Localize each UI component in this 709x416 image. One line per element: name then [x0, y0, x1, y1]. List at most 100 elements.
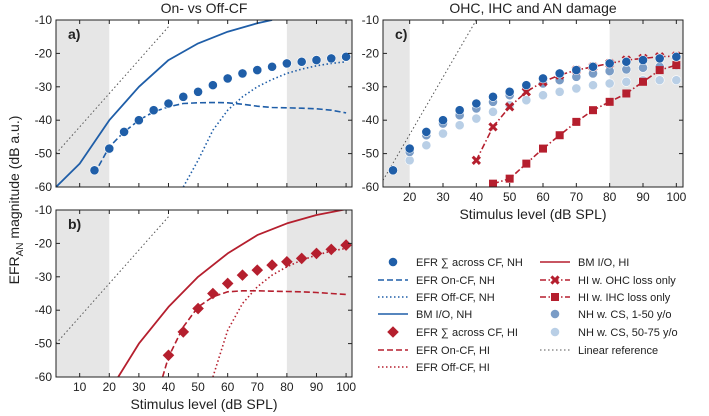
legend-marker-square — [551, 293, 559, 301]
point-nh-w-cs-50-75-y-o-45 — [488, 106, 498, 117]
point-efr-across-cf-nh-55 — [521, 80, 532, 91]
x-tick-label: 50 — [503, 190, 517, 204]
x-tick-label: 90 — [636, 190, 650, 204]
point-efr-across-cf-nh-15 — [388, 165, 398, 176]
point-efr-across-cf-nh-25 — [421, 126, 432, 137]
axes-frame — [55, 209, 353, 378]
point-efr-across-cf-hi-65 — [236, 269, 249, 281]
point-nh-w-cs-50-75-y-o-75 — [588, 80, 598, 91]
legend-label: EFR ∑ across CF, NH — [416, 257, 523, 269]
legend-marker-diamond — [387, 326, 399, 338]
point-efr-across-cf-nh-50 — [193, 86, 203, 97]
legend-label: HI w. OHC loss only — [578, 275, 676, 287]
line-efr-off-cf-nh — [182, 61, 347, 187]
legend-label: Linear reference — [578, 345, 658, 357]
legend-item-nh-w-cs-1-50-y-o: NH w. CS, 1-50 y/o — [550, 309, 672, 321]
point-efr-across-cf-nh-15 — [89, 165, 100, 176]
point-nh-w-cs-50-75-y-o-85 — [621, 76, 632, 87]
panel-label: c) — [395, 26, 407, 42]
y-axis-label: EFRAN magnitude (dB a.u.) — [6, 116, 26, 285]
legend-item-nh-w-cs-50-75-y-o: NH w. CS, 50-75 y/o — [550, 327, 678, 339]
series-linear-reference — [56, 26, 169, 154]
line-linear-reference — [383, 20, 477, 181]
y-tick-label: -20 — [362, 46, 380, 60]
panel-label: a) — [68, 26, 80, 42]
point-efr-across-cf-hi-40 — [162, 349, 175, 362]
point-hi-w-ihc-loss-only-70 — [572, 117, 581, 126]
point-nh-w-cs-50-75-y-o-95 — [654, 75, 665, 86]
legend-item-efr-across-cf-hi: EFR ∑ across CF, HI — [387, 326, 518, 339]
point-nh-w-cs-50-75-y-o-55 — [521, 95, 532, 106]
point-efr-across-cf-nh-80 — [281, 58, 292, 69]
x-tick-label: 90 — [310, 380, 324, 394]
x-tick-label: 100 — [336, 380, 356, 394]
point-efr-across-cf-nh-65 — [554, 68, 565, 79]
legend-item-hi-w-ihc-loss-only: HI w. IHC loss only — [540, 292, 671, 304]
point-hi-w-ihc-loss-only-60 — [539, 144, 547, 153]
x-tick-label: 60 — [536, 190, 550, 204]
x-tick-label: 60 — [221, 380, 235, 394]
point-efr-across-cf-nh-60 — [538, 73, 548, 84]
y-tick-label: -40 — [35, 113, 53, 127]
legend-item-hi-w-ohc-loss-only: HI w. OHC loss only — [540, 275, 676, 287]
point-efr-across-cf-nh-75 — [588, 61, 598, 72]
series-efr-across-cf-nh — [89, 51, 351, 176]
panel-b: -60 -50 -40 -30 -20 -10 10 20 30 40 50 60 70 80 90 100 S… — [35, 203, 357, 412]
figure-title-left: On- vs Off-CF — [161, 0, 248, 16]
point-nh-w-cs-50-75-y-o-25 — [421, 140, 432, 151]
axes-frame — [55, 19, 353, 188]
point-nh-w-cs-50-75-y-o-65 — [554, 86, 565, 97]
series-efr-off-cf-hi — [212, 247, 347, 377]
legend-label: EFR Off-CF, NH — [416, 292, 495, 304]
y-axis-label-main: EFR — [6, 256, 22, 284]
point-efr-across-cf-nh-80 — [604, 58, 615, 69]
point-efr-across-cf-nh-95 — [326, 53, 337, 64]
legend-label: EFR Off-CF, HI — [416, 362, 490, 374]
point-efr-across-cf-nh-90 — [311, 55, 322, 65]
point-efr-across-cf-hi-80 — [281, 255, 293, 268]
point-efr-across-cf-nh-45 — [178, 91, 189, 102]
point-efr-across-cf-nh-100 — [671, 51, 682, 62]
point-nh-w-cs-50-75-y-o-100 — [671, 75, 682, 86]
point-nh-w-cs-50-75-y-o-60 — [538, 90, 548, 101]
point-efr-across-cf-nh-25 — [119, 126, 129, 137]
point-efr-across-cf-nh-20 — [104, 143, 115, 154]
point-efr-across-cf-hi-55 — [207, 287, 219, 300]
legend-item-efr-on-cf-hi: EFR On-CF, HI — [378, 345, 490, 357]
x-tick-label: 40 — [162, 380, 176, 394]
point-efr-across-cf-nh-85 — [296, 56, 307, 67]
point-efr-across-cf-nh-75 — [267, 61, 277, 72]
y-tick-label: -60 — [35, 180, 53, 194]
point-efr-across-cf-nh-65 — [237, 68, 248, 79]
series-efr-across-cf-nh — [388, 51, 682, 176]
legend-label: NH w. CS, 50-75 y/o — [578, 327, 678, 339]
y-tick-label: -40 — [362, 113, 380, 127]
point-hi-w-ohc-loss-only-45 — [488, 122, 498, 132]
point-efr-across-cf-nh-90 — [638, 55, 648, 65]
point-efr-across-cf-hi-85 — [295, 252, 308, 265]
point-hi-w-ihc-loss-only-85 — [622, 89, 631, 98]
point-efr-across-cf-nh-50 — [504, 86, 515, 97]
panel-a: -60 -50 -40 -30 -20 -10 a) — [35, 13, 353, 194]
legend-label: EFR On-CF, HI — [416, 345, 490, 357]
plot-area — [56, 20, 351, 187]
legend-marker-circle — [550, 309, 560, 319]
series-efr-off-cf-nh — [182, 61, 347, 187]
point-efr-across-cf-hi-50 — [192, 302, 204, 315]
point-efr-across-cf-hi-45 — [177, 326, 190, 338]
y-tick-label: -60 — [35, 370, 53, 384]
legend-label: BM I/O, NH — [416, 309, 472, 321]
point-hi-w-ihc-loss-only-75 — [589, 106, 597, 115]
point-efr-across-cf-hi-75 — [266, 259, 278, 271]
legend-label: EFR On-CF, NH — [416, 275, 495, 287]
y-tick-label: -50 — [362, 147, 380, 161]
x-tick-label: 100 — [666, 190, 686, 204]
line-linear-reference — [56, 26, 169, 154]
point-efr-across-cf-hi-95 — [325, 243, 338, 256]
y-tick-label: -30 — [362, 80, 380, 94]
point-nh-w-cs-50-75-y-o-35 — [454, 120, 465, 131]
point-nh-w-cs-50-75-y-o-70 — [571, 83, 582, 94]
point-efr-across-cf-nh-45 — [488, 91, 498, 102]
legend-item-efr-across-cf-nh: EFR ∑ across CF, NH — [388, 257, 523, 269]
